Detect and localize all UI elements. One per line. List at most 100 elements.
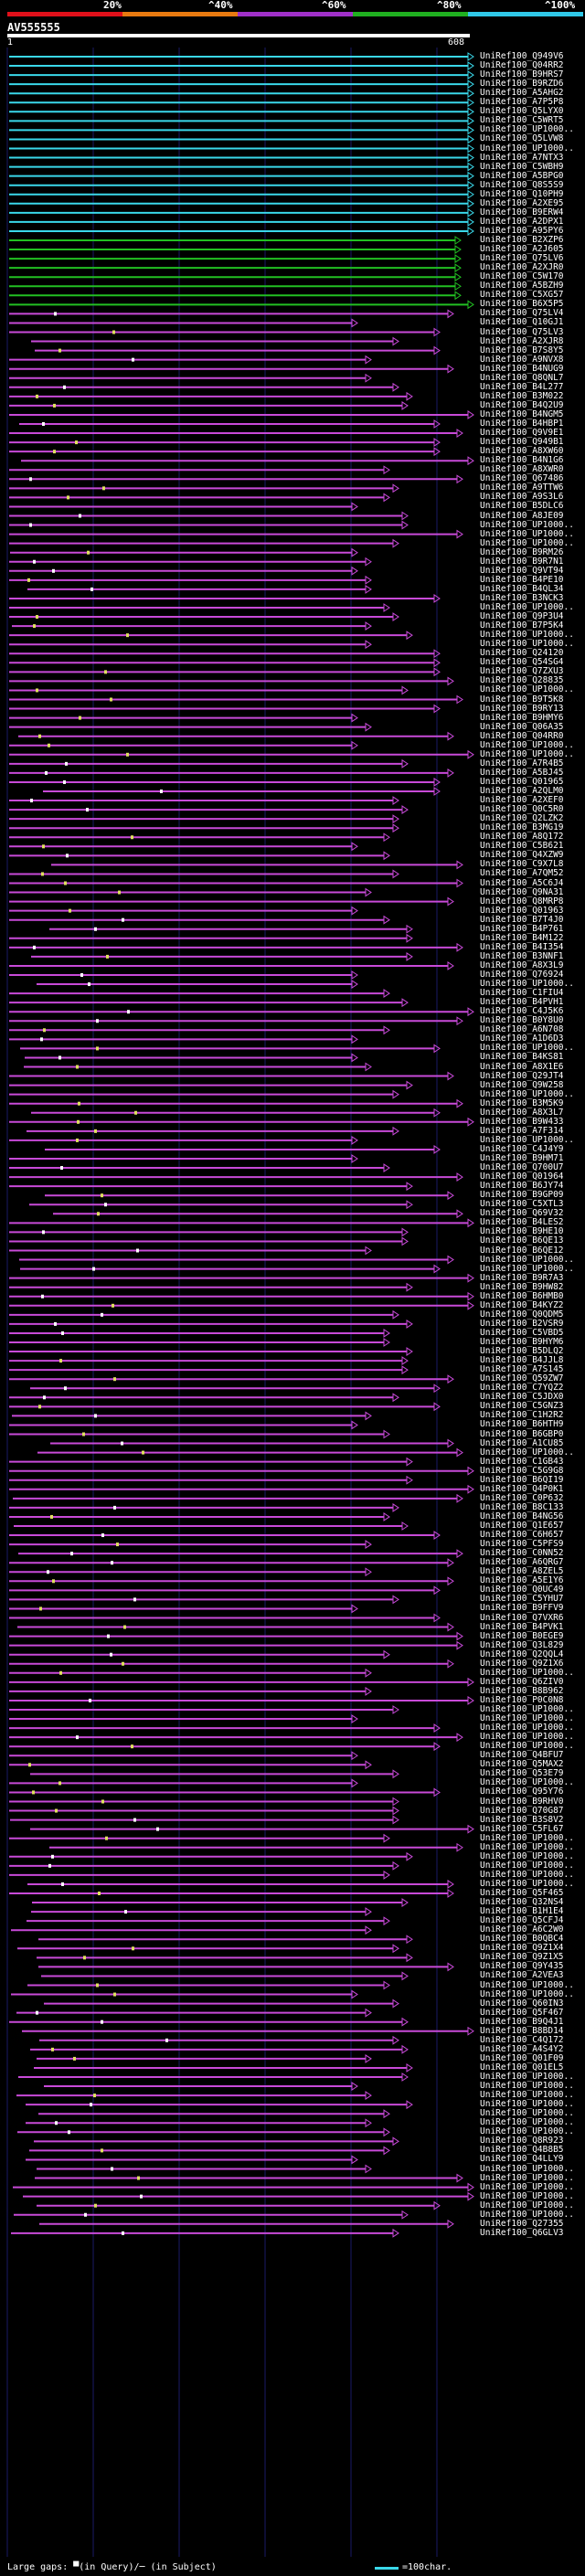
- hit-label[interactable]: UniRef100_UP1000..: [480, 2200, 574, 2210]
- hit-label[interactable]: UniRef100_A9NVX8: [480, 354, 564, 365]
- hit-label[interactable]: UniRef100_P0C0N8: [480, 1694, 564, 1705]
- hit-label[interactable]: UniRef100_C1FIU4: [480, 988, 564, 999]
- hit-label[interactable]: UniRef100_B9HRS7: [480, 69, 564, 80]
- hit-label[interactable]: UniRef100_C6H657: [480, 1530, 564, 1541]
- hit-label[interactable]: UniRef100_Q9V9E1: [480, 428, 564, 439]
- hit-label[interactable]: UniRef100_A7NTX3: [480, 152, 564, 163]
- hit-label[interactable]: UniRef100_B4P761: [480, 923, 564, 934]
- hit-label[interactable]: UniRef100_C5G9G8: [480, 1465, 564, 1476]
- hit-label[interactable]: UniRef100_Q5LVW8: [480, 133, 564, 144]
- hit-label[interactable]: UniRef100_B6QE13: [480, 1235, 564, 1246]
- hit-label[interactable]: UniRef100_Q4BFU7: [480, 1750, 564, 1761]
- hit-label[interactable]: UniRef100_C0P632: [480, 1492, 564, 1503]
- hit-label[interactable]: UniRef100_B9FFV9: [480, 1603, 564, 1614]
- hit-label[interactable]: UniRef100_C5PFS9: [480, 1539, 564, 1550]
- hit-label[interactable]: UniRef100_Q0UC49: [480, 1585, 564, 1595]
- hit-label[interactable]: UniRef100_B8BD14: [480, 2025, 564, 2036]
- hit-label[interactable]: UniRef100_B4Q2U9: [480, 399, 564, 410]
- hit-label[interactable]: UniRef100_A5AHG2: [480, 88, 564, 99]
- hit-label[interactable]: UniRef100_UP1000..: [480, 2126, 574, 2137]
- hit-label[interactable]: UniRef100_Q8S5S9: [480, 179, 564, 190]
- hit-label[interactable]: UniRef100_B9RZD6: [480, 79, 564, 90]
- hit-label[interactable]: UniRef100_A8XW60: [480, 446, 564, 457]
- hit-label[interactable]: UniRef100_Q69V32: [480, 1208, 564, 1219]
- hit-label[interactable]: UniRef100_Q29JT4: [480, 1070, 564, 1081]
- hit-label[interactable]: UniRef100_UP1000..: [480, 2172, 574, 2183]
- hit-label[interactable]: UniRef100_B3M5K9: [480, 1097, 564, 1108]
- hit-label[interactable]: UniRef100_B6HMB0: [480, 1290, 564, 1301]
- hit-label[interactable]: UniRef100_Q28835: [480, 675, 564, 686]
- hit-label[interactable]: UniRef100_B9HW82: [480, 1281, 564, 1292]
- hit-label[interactable]: UniRef100_UP1000..: [480, 1832, 574, 1843]
- hit-label[interactable]: UniRef100_UP1000..: [480, 2090, 574, 2101]
- hit-label[interactable]: UniRef100_Q2QQL4: [480, 1648, 564, 1659]
- hit-label[interactable]: UniRef100_B4HBP1: [480, 419, 564, 429]
- hit-label[interactable]: UniRef100_C5WRT5: [480, 115, 564, 126]
- hit-label[interactable]: UniRef100_B5DLQ2: [480, 1346, 564, 1357]
- hit-label[interactable]: UniRef100_C5WBH9: [480, 161, 564, 172]
- hit-label[interactable]: UniRef100_C5XG57: [480, 290, 564, 301]
- hit-label[interactable]: UniRef100_B6GBP0: [480, 1428, 564, 1439]
- hit-label[interactable]: UniRef100_B9HMY6: [480, 712, 564, 723]
- hit-label[interactable]: UniRef100_B2XZP6: [480, 235, 564, 245]
- hit-label[interactable]: UniRef100_Q70G87: [480, 1805, 564, 1816]
- hit-label[interactable]: UniRef100_UP1000..: [480, 1667, 574, 1678]
- hit-label[interactable]: UniRef100_Q2LZK2: [480, 813, 564, 824]
- hit-label[interactable]: UniRef100_Q9Z1X4: [480, 1943, 564, 1954]
- hit-label[interactable]: UniRef100_Q4LLY9: [480, 2154, 564, 2165]
- hit-label[interactable]: UniRef100_Q8R923: [480, 2136, 564, 2147]
- hit-label[interactable]: UniRef100_Q54SG4: [480, 657, 564, 668]
- hit-label[interactable]: UniRef100_B9Q4J1: [480, 2016, 564, 2027]
- hit-label[interactable]: UniRef100_A5C6J4: [480, 877, 564, 888]
- hit-label[interactable]: UniRef100_A2XE95: [480, 197, 564, 208]
- hit-label[interactable]: UniRef100_Q5F467: [480, 2007, 564, 2018]
- hit-label[interactable]: UniRef100_UP1000..: [480, 1713, 574, 1724]
- hit-label[interactable]: UniRef100_B4KYZ2: [480, 1299, 564, 1310]
- hit-label[interactable]: UniRef100_A8XWR0: [480, 464, 564, 475]
- hit-label[interactable]: UniRef100_Q9Z1X6: [480, 1658, 564, 1669]
- hit-label[interactable]: UniRef100_UP1000..: [480, 602, 574, 612]
- hit-label[interactable]: UniRef100_UP1000..: [480, 1447, 574, 1458]
- hit-label[interactable]: UniRef100_Q75LV4: [480, 308, 564, 319]
- hit-label[interactable]: UniRef100_A8JE09: [480, 510, 564, 521]
- hit-label[interactable]: UniRef100_A8X3L7: [480, 1107, 564, 1118]
- hit-label[interactable]: UniRef100_B4NG56: [480, 1511, 564, 1521]
- hit-label[interactable]: UniRef100_A2XEF0: [480, 795, 564, 806]
- hit-label[interactable]: UniRef100_UP1000..: [480, 739, 574, 750]
- hit-label[interactable]: UniRef100_UP1000..: [480, 1741, 574, 1752]
- hit-label[interactable]: UniRef100_UP1000..: [480, 1850, 574, 1861]
- hit-label[interactable]: UniRef100_Q9Z1X5: [480, 1952, 564, 1963]
- hit-label[interactable]: UniRef100_B9GP09: [480, 1190, 564, 1201]
- hit-label[interactable]: UniRef100_UP1000..: [480, 630, 574, 641]
- hit-label[interactable]: UniRef100_Q949V6: [480, 51, 564, 61]
- hit-label[interactable]: UniRef100_Q1E657: [480, 1521, 564, 1531]
- hit-label[interactable]: UniRef100_B9RHV0: [480, 1796, 564, 1807]
- hit-label[interactable]: UniRef100_B9T5K8: [480, 694, 564, 705]
- hit-label[interactable]: UniRef100_C7YQZ2: [480, 1383, 564, 1394]
- hit-label[interactable]: UniRef100_C5XTL3: [480, 1199, 564, 1210]
- hit-label[interactable]: UniRef100_A7P5P8: [480, 97, 564, 108]
- hit-label[interactable]: UniRef100_Q95Y76: [480, 1786, 564, 1797]
- hit-label[interactable]: UniRef100_Q9W258: [480, 1079, 564, 1090]
- hit-label[interactable]: UniRef100_UP1000..: [480, 748, 574, 759]
- hit-label[interactable]: UniRef100_UP1000..: [480, 537, 574, 548]
- hit-label[interactable]: UniRef100_UP1000..: [480, 639, 574, 650]
- hit-label[interactable]: UniRef100_Q6ZIV0: [480, 1676, 564, 1687]
- hit-label[interactable]: UniRef100_Q01EL5: [480, 2062, 564, 2072]
- hit-label[interactable]: UniRef100_A7QM52: [480, 868, 564, 879]
- hit-label[interactable]: UniRef100_C5YHU7: [480, 1594, 564, 1605]
- hit-label[interactable]: UniRef100_Q67486: [480, 473, 564, 484]
- hit-label[interactable]: UniRef100_UP1000..: [480, 2099, 574, 2110]
- hit-label[interactable]: UniRef100_C4Q172: [480, 2034, 564, 2045]
- hit-label[interactable]: UniRef100_UP1000..: [480, 2108, 574, 2119]
- hit-label[interactable]: UniRef100_C1H2R2: [480, 1410, 564, 1421]
- hit-label[interactable]: UniRef100_C5B621: [480, 841, 564, 852]
- hit-label[interactable]: UniRef100_UP1000..: [480, 1263, 574, 1274]
- hit-label[interactable]: UniRef100_C0NN52: [480, 1548, 564, 1559]
- hit-label[interactable]: UniRef100_Q0C5R0: [480, 804, 564, 815]
- hit-label[interactable]: UniRef100_B9RM26: [480, 546, 564, 557]
- hit-label[interactable]: UniRef100_Q9NA31: [480, 886, 564, 897]
- hit-label[interactable]: UniRef100_A6C2W0: [480, 1924, 564, 1935]
- hit-label[interactable]: UniRef100_A8Q172: [480, 832, 564, 843]
- hit-label[interactable]: UniRef100_C4J4Y9: [480, 1143, 564, 1154]
